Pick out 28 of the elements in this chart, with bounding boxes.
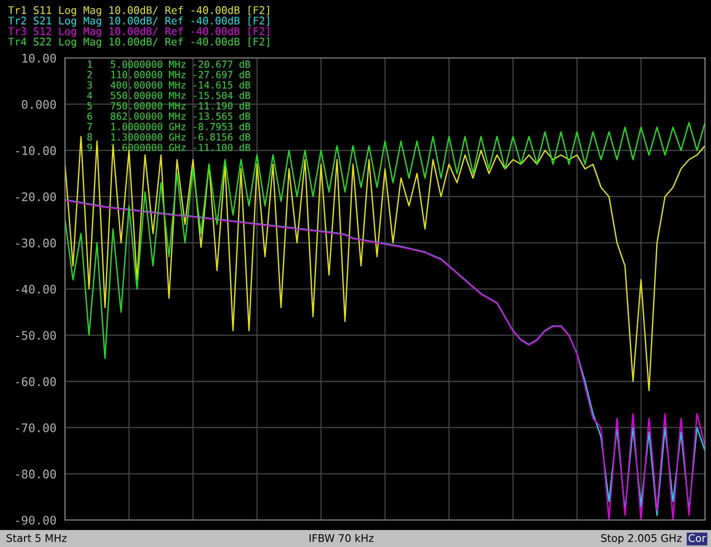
annotation: 8 1.3000000 GHz -6.8156 dB [87, 133, 250, 141]
text: Tr2 S21 Log Mag 10.00dB/ Ref -40.00dB [F2] [8, 16, 270, 27]
line-series [65, 122, 705, 359]
text: Tr1 S11 Log Mag 10.00dB/ Ref -40.00dB [F2] [8, 6, 270, 16]
annotation: 4 550.00000 MHz -15.504 dB [87, 92, 250, 100]
y-tick-label: -20.00 [16, 192, 56, 202]
annotation: 1 5.0000000 MHz -20.677 dB [88, 60, 250, 68]
annotation: 6 862.00000 MHz -13.565 dB [87, 112, 250, 120]
text: Tr4 S22 Log Mag 10.00dB/ Ref -40.00dB [F2] [8, 38, 270, 48]
y-tick-label: -90.00 [16, 516, 56, 525]
annotation: 5 750.00000 MHz -11.190 dB [87, 102, 250, 110]
text: Start 5 MHz [6, 534, 67, 542]
y-tick-label: -30.00 [16, 238, 56, 248]
annotation: 2 110.00000 MHz -27.697 dB [87, 70, 250, 78]
text: IFBW 70 kHz [310, 534, 374, 542]
text: Cor [688, 534, 706, 542]
y-tick-label: -40.00 [16, 284, 56, 294]
y-tick-label: -10.00 [16, 146, 56, 156]
text: Stop 2.005 GHz [601, 534, 682, 544]
y-tick-label: -80.00 [16, 470, 56, 478]
y-tick-label: 10.00 [22, 54, 56, 63]
y-tick-label: 0.000 [22, 100, 56, 109]
annotation: 3 400.00000 MHz -14.615 dB [87, 81, 250, 89]
y-tick-label: -60.00 [16, 377, 56, 386]
annotation: 7 1.0000000 GHz -8.7953 dB [87, 122, 250, 130]
text: Tr3 S12 Log Mag 10.00dB/ Ref -40.00dB [F2] [8, 27, 270, 38]
y-tick-label: -50.00 [16, 330, 56, 340]
y-tick-label: -70.00 [16, 423, 56, 432]
